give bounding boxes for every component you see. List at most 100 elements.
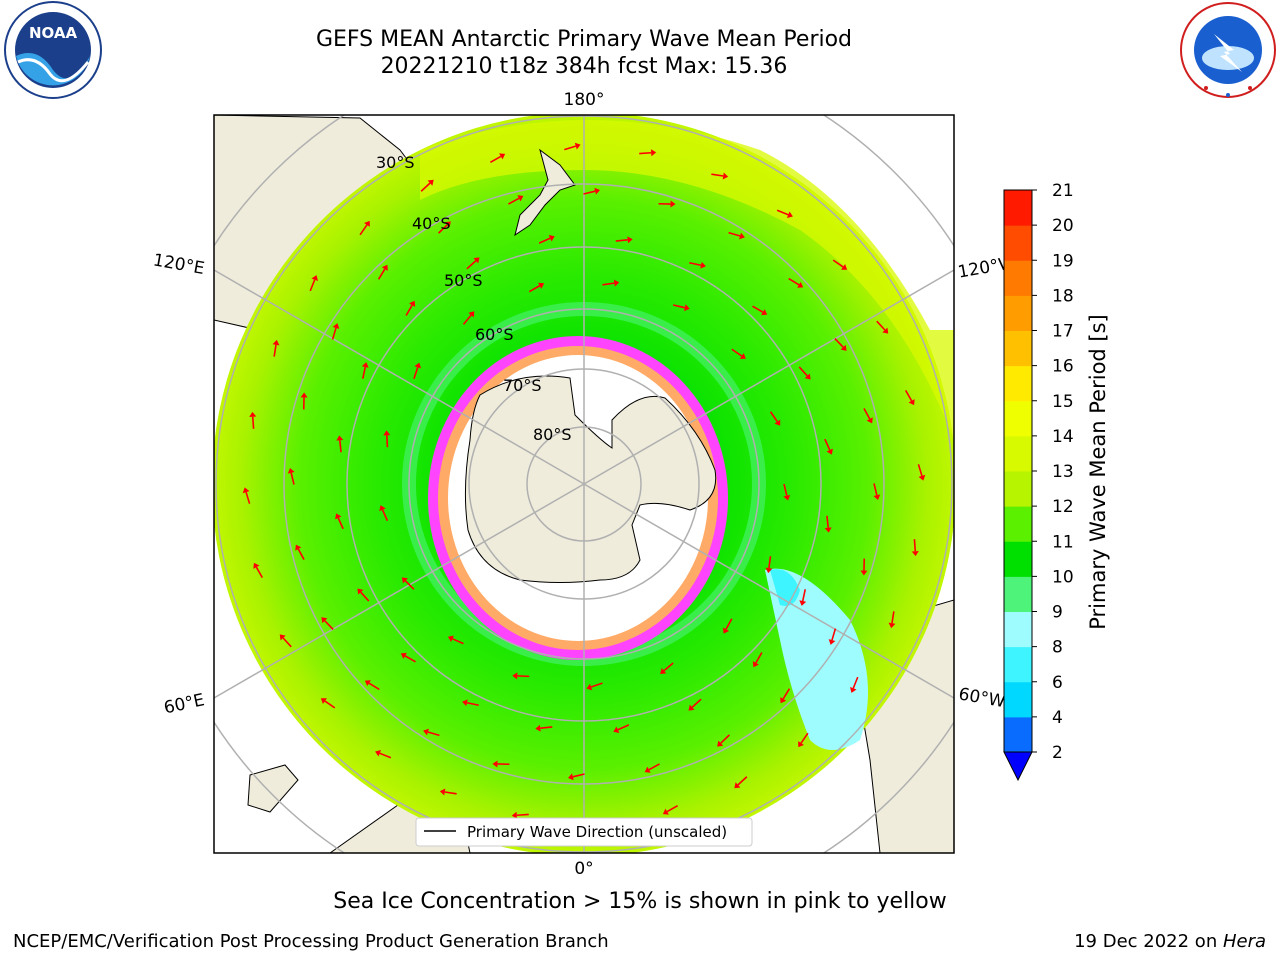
wave-direction-arrowhead — [295, 544, 302, 551]
wave-direction-arrow — [590, 682, 603, 688]
wave-direction-arrow — [783, 483, 788, 496]
chart-subtitle: 20221210 t18z 384h fcst Max: 15.36 — [380, 54, 788, 79]
wave-direction-arrowhead — [918, 474, 926, 481]
wave-direction-arrowhead — [908, 399, 915, 406]
wave-direction-arrowhead — [511, 811, 518, 819]
colorbar-segment — [1004, 435, 1032, 472]
wave-direction-arrow — [602, 282, 615, 286]
colorbar-tick-label: 9 — [1052, 603, 1063, 623]
wave-direction-arrowhead — [409, 300, 416, 307]
wave-direction-arrow — [672, 304, 686, 309]
wave-direction-arrowhead — [414, 362, 422, 369]
colorbar-segment — [1004, 716, 1032, 753]
wave-direction-arrow — [788, 277, 800, 286]
colorbar-tick-label: 6 — [1052, 673, 1063, 693]
wave-direction-arrow — [572, 773, 585, 778]
graticule — [214, 115, 954, 853]
map-area: Primary Wave Direction (unscaled) — [214, 115, 954, 853]
colorbar-segment — [1004, 400, 1032, 437]
colorbar-segment — [1004, 225, 1032, 261]
wave-direction-arrow — [863, 408, 871, 420]
wave-direction-arrowhead — [613, 279, 620, 287]
lat-label-70s: 70°S — [503, 376, 542, 395]
chart-title: GEFS MEAN Antarctic Primary Wave Mean Pe… — [315, 27, 853, 52]
wave-direction-arrow — [711, 173, 724, 177]
wave-direction-arrowhead — [797, 281, 804, 288]
wave-direction-arrowhead — [567, 773, 574, 781]
wave-direction-arrow — [769, 411, 778, 423]
wave-direction-arrow — [282, 637, 292, 648]
wave-direction-arrowhead — [684, 304, 690, 312]
wave-direction-arrow — [666, 804, 679, 813]
lat-label-50s: 50°S — [444, 271, 483, 290]
colorbar-tick-label: 19 — [1052, 251, 1074, 271]
landmass-madagascar — [247, 764, 299, 813]
wave-direction-arrowhead — [253, 562, 260, 569]
wave-direction-arrowhead — [826, 448, 833, 455]
lat-label-40s: 40°S — [412, 214, 451, 233]
wave-direction-arrow — [689, 261, 702, 267]
colorbar-tick-label: 15 — [1052, 392, 1074, 412]
wave-direction-arrow — [379, 752, 392, 759]
wave-direction-arrow — [564, 145, 577, 151]
wave-direction-arrow — [290, 472, 295, 485]
footer-credit: NCEP/EMC/Verification Post Processing Pr… — [13, 931, 609, 952]
wave-direction-arrowhead — [364, 220, 370, 227]
wave-direction-arrowhead — [381, 264, 388, 271]
lat-label-30s: 30°S — [376, 153, 415, 172]
colorbar-tick-label: 17 — [1052, 322, 1074, 342]
wave-direction-arrow — [385, 435, 389, 448]
map-legend: Primary Wave Direction (unscaled) — [415, 817, 753, 847]
wave-direction-arrow — [331, 327, 337, 340]
wave-direction-arrowhead — [400, 652, 407, 659]
wave-direction-arrowhead — [688, 704, 695, 711]
colorbar-tick-label: 12 — [1052, 497, 1074, 517]
wave-direction-arrowhead — [311, 275, 318, 282]
colorbar-segment — [1004, 190, 1032, 226]
wave-direction-arrow — [913, 539, 917, 552]
wave-direction-arrow — [540, 726, 553, 729]
wave-direction-arrow — [309, 279, 316, 292]
wave-direction-arrow — [776, 209, 789, 216]
wave-direction-arrow — [251, 416, 255, 429]
wave-direction-arrowhead — [375, 750, 382, 757]
wave-direction-arrow — [489, 155, 502, 164]
wave-direction-arrowhead — [761, 309, 768, 316]
colorbar-segment — [1004, 646, 1032, 683]
wave-direction-arrowhead — [444, 221, 451, 228]
wave-direction-arrow — [615, 239, 628, 242]
wave-direction-arrowhead — [650, 149, 657, 157]
wave-direction-arrow — [800, 732, 809, 744]
wave-direction-arrowhead — [548, 235, 555, 242]
colorbar-segment — [1004, 681, 1032, 718]
wave-direction-arrow — [466, 260, 477, 270]
wave-direction-arrowhead — [850, 686, 857, 693]
wave-direction-arrow — [377, 268, 386, 280]
wave-direction-arrowhead — [242, 487, 250, 494]
wave-direction-arrowhead — [786, 211, 793, 218]
wave-direction-arrow — [516, 813, 529, 817]
wave-direction-arrow — [917, 464, 923, 477]
colorbar-segment — [1004, 541, 1032, 577]
wave-direction-arrowhead — [594, 187, 601, 195]
landmass-antarctica — [464, 375, 717, 583]
wave-direction-arrowhead — [799, 600, 807, 606]
wave-direction-arrowhead — [841, 264, 848, 270]
wave-direction-arrow — [891, 611, 895, 624]
wave-direction-arrowhead — [512, 672, 518, 680]
wave-direction-arrowhead — [824, 527, 832, 533]
wave-direction-arrow — [245, 491, 251, 504]
wave-direction-arrowhead — [722, 627, 730, 634]
wave-direction-arrowhead — [300, 392, 308, 398]
wave-direction-arrow — [404, 580, 415, 590]
colorbar-tick-label: 8 — [1052, 638, 1063, 658]
wave-direction-arrow — [663, 662, 674, 672]
wave-direction-arrowhead — [613, 726, 620, 733]
wave-direction-arrow — [368, 682, 380, 691]
colorbar-segment — [1004, 295, 1032, 331]
wave-direction-arrowhead — [336, 435, 344, 441]
wave-direction-arrowhead — [379, 505, 386, 512]
wave-direction-arrowhead — [780, 697, 787, 704]
colorbar-tick-label: 11 — [1052, 532, 1074, 552]
wave-direction-arrowhead — [644, 766, 651, 773]
